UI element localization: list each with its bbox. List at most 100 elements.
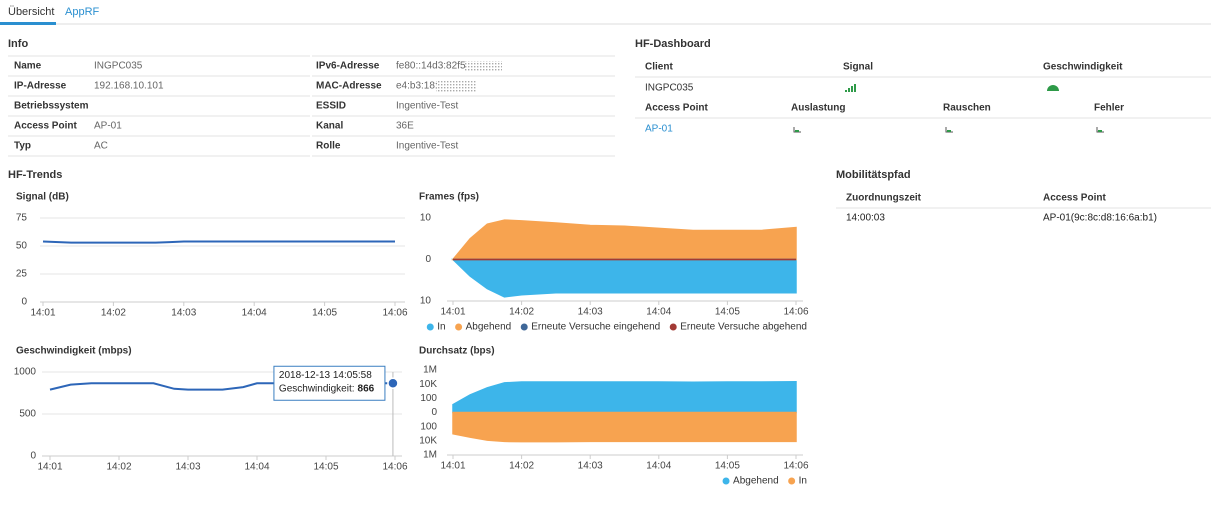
cell: AP-01(9c:8c:d8:16:6a:b1) [1043, 213, 1157, 224]
y-tick-label: 10K [419, 379, 437, 390]
column-header: Access Point [1043, 193, 1106, 204]
area [452, 411, 797, 443]
chart: Frames (fps) 10 0 10 14:01 14:02 14:03 14:04 14:… [419, 192, 809, 333]
field-label: Rolle [316, 141, 341, 152]
area [451, 219, 797, 261]
field-label: ESSID [316, 101, 346, 112]
field-value: 36E [396, 121, 414, 132]
x-tick-label: 14:04 [646, 461, 671, 472]
x-tick-label: 14:03 [175, 462, 200, 473]
client-name: INGPC035 [645, 83, 694, 94]
legend-label: Abgehend [733, 476, 779, 487]
column-header: Client [645, 62, 673, 73]
x-tick-label: 14:05 [312, 308, 337, 319]
field-label: Kanal [316, 121, 343, 132]
y-tick-label: 1M [423, 365, 437, 376]
active-tab-indicator [0, 22, 56, 25]
legend-swatch [722, 477, 730, 485]
area [451, 258, 797, 298]
chart-title: Signal (dB) [16, 192, 69, 203]
field-label: Access Point [14, 121, 77, 132]
column-header: Rauschen [943, 103, 991, 114]
x-tick-label: 14:06 [783, 307, 808, 318]
cell: 14:00:03 [846, 213, 885, 224]
x-tick-label: 14:03 [578, 307, 603, 318]
y-tick-label: 100 [420, 393, 437, 404]
legend-label: In [799, 476, 807, 487]
redacted [464, 61, 502, 72]
x-tick-label: 14:02 [509, 307, 534, 318]
y-tick-label: 500 [19, 409, 36, 420]
tooltip-label: Geschwindigkeit: [279, 383, 355, 394]
field-value: Ingentive-Test [396, 101, 458, 112]
x-tick-label: 14:01 [440, 307, 465, 318]
y-tick-label: 0 [30, 451, 36, 462]
status-icons-fill [795, 130, 1102, 132]
x-tick-label: 14:04 [242, 308, 267, 319]
chart-title: Frames (fps) [419, 192, 479, 203]
x-tick-label: 14:06 [783, 461, 808, 472]
tab[interactable]: Übersicht [8, 6, 54, 18]
x-tick-label: 14:03 [171, 308, 196, 319]
legend-label: In [437, 322, 445, 333]
x-tick-label: 14:04 [244, 462, 269, 473]
y-tick-label: 10 [420, 296, 432, 307]
access-point-link[interactable]: AP-01 [645, 124, 673, 135]
legend-label: Erneute Versuche eingehend [531, 322, 660, 333]
chart: Geschwindigkeit (mbps) 0 500 1000 14:01 14:02… [14, 346, 408, 473]
column-header: Auslastung [791, 103, 845, 114]
section-title: Info [8, 38, 28, 50]
y-tick-label: 1000 [14, 367, 37, 378]
x-tick-label: 14:02 [106, 462, 131, 473]
field-value: INGPC035 [94, 61, 143, 72]
section-title: Mobilitätspfad [836, 169, 911, 181]
tab[interactable]: AppRF [65, 6, 100, 18]
tooltip-line: Geschwindigkeit: 866 [279, 383, 375, 394]
tooltip-date: 2018-12-13 14:05:58 [279, 370, 372, 381]
column-header: Zuordnungszeit [846, 193, 922, 204]
line [49, 382, 393, 391]
y-tick-label: 0 [431, 407, 437, 418]
y-tick-label: 100 [420, 421, 437, 432]
field-label: IPv6-Adresse [316, 61, 380, 72]
x-tick-label: 14:04 [646, 307, 671, 318]
legend-label: Erneute Versuche abgehend [680, 322, 807, 333]
hover-point [387, 377, 399, 390]
field-value: 192.168.10.101 [94, 81, 164, 92]
y-tick-label: 75 [16, 213, 28, 224]
legend-swatch [669, 323, 677, 331]
y-tick-label: 25 [16, 269, 28, 280]
field-label: IP-Adresse [14, 81, 67, 92]
legend-label: Abgehend [466, 322, 512, 333]
legend-swatch [455, 323, 463, 331]
column-header: Fehler [1094, 103, 1124, 114]
signal-icon [845, 84, 856, 92]
chart: Signal (dB) 0 25 50 75 14:01 14:02 14:03 14:04 14… [16, 192, 408, 319]
field-label: Betriebssystem [14, 101, 89, 112]
y-tick-label: 50 [16, 241, 28, 252]
y-tick-label: 10 [420, 213, 432, 224]
field-value: fe80::14d3:82f5 [396, 61, 466, 72]
area [452, 380, 797, 414]
y-tick-label: 10K [419, 435, 437, 446]
legend-swatch [520, 323, 528, 331]
x-tick-label: 14:03 [578, 461, 603, 472]
legend-swatch [788, 477, 796, 485]
field-value: AC [94, 141, 108, 152]
y-tick-label: 0 [21, 297, 27, 308]
y-tick-label: 0 [425, 254, 431, 265]
column-header: Signal [843, 62, 873, 73]
column-header: Geschwindigkeit [1043, 62, 1123, 73]
x-tick-label: 14:05 [313, 462, 338, 473]
section-title: HF-Trends [8, 169, 62, 181]
field-value: e4:b3:18: [396, 81, 438, 92]
x-tick-label: 14:02 [509, 461, 534, 472]
field-label: Typ [14, 141, 31, 152]
redacted [436, 81, 476, 92]
speed-icon [1047, 85, 1059, 91]
x-tick-label: 14:01 [440, 461, 465, 472]
x-tick-label: 14:01 [30, 308, 55, 319]
